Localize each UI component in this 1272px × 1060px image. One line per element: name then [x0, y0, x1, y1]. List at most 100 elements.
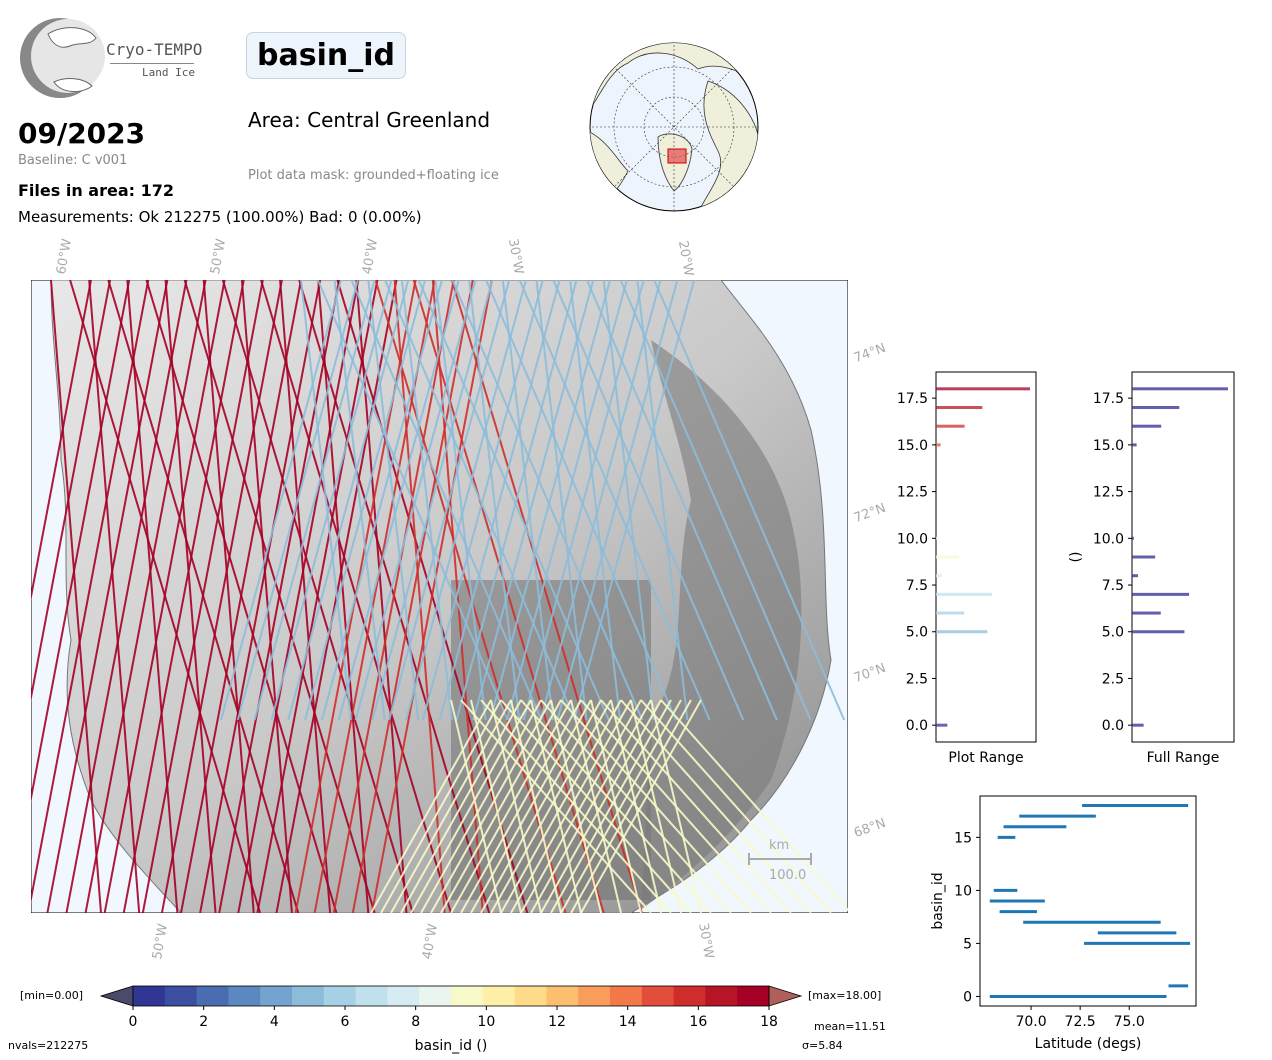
track-line [620, 699, 812, 913]
x-axis-label: Plot Range [948, 750, 1023, 766]
track-line [180, 280, 302, 913]
track-line [164, 280, 217, 913]
colorbar-tick-label: 14 [619, 1014, 637, 1030]
track-line [650, 699, 702, 913]
track-line [490, 699, 542, 913]
x-axis-label: Full Range [1147, 750, 1220, 766]
lon-label-top-4: 20°W [674, 239, 696, 278]
logo-brand: Cryo-TEMPO [106, 40, 203, 59]
x-tick-label: 72.5 [1065, 1014, 1096, 1030]
track-line [556, 280, 679, 721]
colorbar-label: basin_id () [415, 1038, 488, 1054]
track-line [410, 699, 532, 913]
track-line [490, 699, 612, 913]
colorbar-segment [546, 986, 579, 1006]
track-line [530, 699, 582, 913]
track-line [420, 699, 542, 913]
colorbar-segment [387, 986, 420, 1006]
colorbar-tick-label: 6 [341, 1014, 350, 1030]
track-line [236, 280, 359, 721]
y-axis-label: basin_id [930, 872, 946, 929]
track-line [539, 280, 662, 721]
track-line [218, 280, 341, 913]
track-line [393, 280, 446, 913]
y-tick-label: 2.5 [906, 671, 928, 687]
histogram-bar [936, 443, 941, 447]
colorbar-over-arrow [768, 985, 803, 1007]
scale-value: 100.0 [769, 868, 806, 883]
x-axis-label: Latitude (degs) [1035, 1036, 1142, 1052]
y-tick-label: 10 [954, 883, 972, 899]
track-line [220, 280, 342, 721]
track-line [431, 280, 484, 913]
track-line [354, 280, 477, 721]
y-tick-label: 12.5 [1093, 485, 1124, 501]
track-line [500, 699, 622, 913]
track-line [585, 280, 778, 721]
histogram-bar [936, 555, 959, 559]
track-line [371, 280, 494, 721]
y-tick-label: 0.0 [1102, 718, 1124, 734]
track-line [400, 699, 522, 913]
lon-label-bottom-2: 30°W [695, 922, 717, 960]
track-line [560, 699, 682, 913]
track-line [470, 699, 592, 913]
y-axis-label: () [1068, 552, 1084, 563]
track-line [522, 280, 645, 721]
track-line [240, 280, 293, 913]
x-tick-label: 70.0 [1015, 1014, 1046, 1030]
track-line [337, 280, 460, 721]
histogram-bar [936, 630, 988, 634]
track-line [451, 280, 644, 721]
colorbar-segment [133, 986, 166, 1006]
y-tick-label: 0.0 [906, 718, 928, 734]
lon-label-top-0: 60°W [54, 237, 76, 276]
track-line [320, 280, 443, 721]
scale-unit: km [769, 838, 789, 853]
lon-label-top-1: 50°W [208, 237, 230, 276]
histogram-bar [1132, 574, 1139, 578]
y-tick-label: 5 [963, 936, 972, 952]
colorbar-segment [228, 986, 261, 1006]
colorbar-under-arrow [99, 985, 134, 1007]
x-tick-label: 75.0 [1114, 1014, 1145, 1030]
y-tick-label: 5.0 [906, 625, 928, 641]
lat-label-3: 68°N [852, 815, 888, 842]
track-line [510, 699, 562, 913]
track-line [489, 280, 612, 721]
track-line [31, 280, 92, 602]
histogram-bar [1132, 387, 1228, 391]
histogram-bar [936, 574, 942, 578]
mean-label: mean=11.51 [814, 1020, 886, 1033]
track-line [253, 280, 376, 721]
lon-label-bottom-1: 40°W [420, 922, 442, 961]
baseline-label: Baseline: C v001 [18, 153, 128, 168]
track-line [270, 280, 393, 721]
histogram-bar [936, 424, 965, 428]
track-line [332, 280, 455, 913]
colorbar-segment [355, 986, 388, 1006]
y-tick-label: 10.0 [1093, 531, 1124, 547]
parameter-title: basin_id [246, 32, 406, 79]
colorbar-segment [610, 986, 643, 1006]
track-line [450, 699, 572, 913]
greenland-map: km 100.0 [31, 280, 848, 913]
track-line [421, 280, 544, 721]
track-line [619, 280, 812, 721]
track-line [460, 699, 582, 913]
track-line [470, 699, 522, 913]
histogram-bar [1132, 630, 1185, 634]
logo-divider [110, 63, 194, 64]
colorbar-segment [514, 986, 547, 1006]
track-line [88, 280, 141, 913]
track-line [450, 699, 502, 913]
y-tick-label: 15.0 [897, 438, 928, 454]
track-line [122, 280, 245, 913]
colorbar-segment [737, 986, 770, 1006]
track-line [388, 280, 511, 721]
track-line [550, 699, 672, 913]
track-line [485, 280, 677, 721]
track-line [412, 280, 605, 913]
track-line [380, 699, 502, 913]
histogram-bar [936, 406, 983, 410]
